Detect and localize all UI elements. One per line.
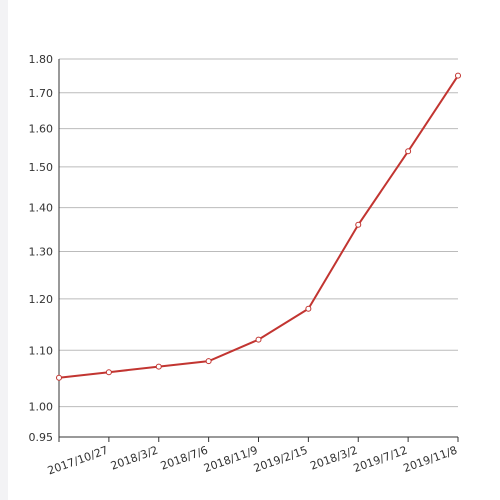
y-tick-label: 1.40 <box>29 202 54 215</box>
x-tick-label: 2018/3/2 <box>109 444 160 473</box>
point <box>205 358 212 365</box>
side-strip <box>0 0 8 500</box>
x-tick-label: 2018/7/6 <box>159 444 210 473</box>
point <box>455 72 461 79</box>
y-tick-label: 1.60 <box>29 123 54 136</box>
y-tick-label: 1.20 <box>29 293 54 306</box>
point <box>405 148 412 155</box>
y-tick-label: 1.10 <box>29 344 54 357</box>
x-tick-label: 2019/11/8 <box>402 444 459 476</box>
point <box>255 336 262 343</box>
y-tick-label: 1.70 <box>29 87 54 100</box>
y-tick-label: 1.50 <box>29 161 54 174</box>
series-line <box>58 75 459 379</box>
point <box>105 369 112 376</box>
x-tick-label: 2019/2/15 <box>252 444 309 476</box>
x-tick-label: 2018/11/9 <box>202 444 259 476</box>
y-tick-label: 1.80 <box>29 53 54 66</box>
point <box>56 374 62 381</box>
x-tick-label: 2018/3/2 <box>308 444 359 473</box>
y-tick-label: 1.30 <box>29 245 54 258</box>
y-tick-label: 1.00 <box>29 401 54 414</box>
y-tick-label: 0.95 <box>29 431 54 444</box>
point <box>305 305 312 312</box>
x-tick-label: 2017/10/27 <box>46 444 110 478</box>
x-tick-label: 2019/7/12 <box>352 444 409 476</box>
point <box>355 221 362 228</box>
point <box>155 363 162 370</box>
